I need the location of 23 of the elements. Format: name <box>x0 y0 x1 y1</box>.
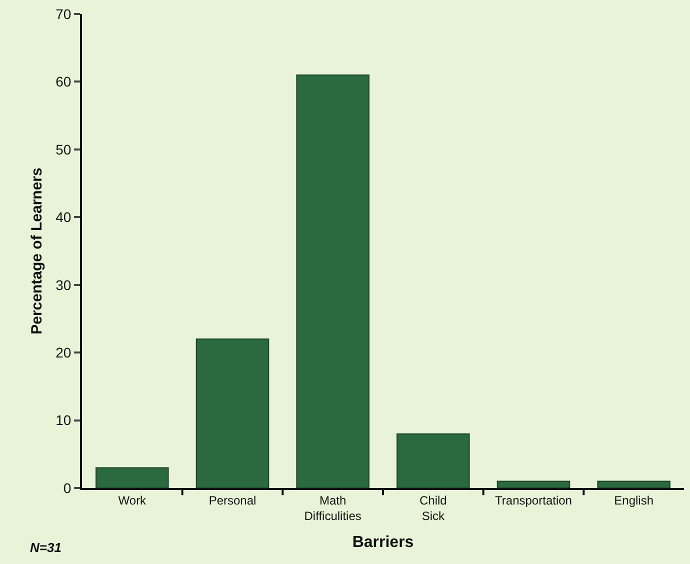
x-tick-label: Math Difficulities <box>304 493 362 523</box>
y-tick-label: 0 <box>63 480 72 496</box>
y-axis-title: Percentage of Learners <box>28 168 46 334</box>
y-tick-label: 30 <box>56 276 72 293</box>
bar <box>196 338 270 488</box>
y-tick-label: 60 <box>56 74 72 90</box>
y-tick-label: 70 <box>56 6 72 22</box>
x-tick-label: Transportation <box>495 493 572 508</box>
text: N=31 <box>30 540 62 555</box>
x-axis-title: Barriers <box>352 534 414 552</box>
x-tick-label: Work <box>118 493 148 508</box>
x-tick-label: Child Sick <box>419 493 447 523</box>
y-tick-label: 40 <box>56 209 72 226</box>
bar <box>296 74 370 488</box>
x-tick-label: Personal <box>208 493 256 508</box>
bar <box>597 480 670 488</box>
bar <box>96 467 169 488</box>
x-tick-label: English <box>614 493 654 508</box>
y-tick-label: 50 <box>56 141 72 158</box>
bar <box>496 480 570 488</box>
y-tick-label: 20 <box>56 344 72 360</box>
bar <box>396 433 470 488</box>
y-tick-label: 10 <box>56 412 72 428</box>
